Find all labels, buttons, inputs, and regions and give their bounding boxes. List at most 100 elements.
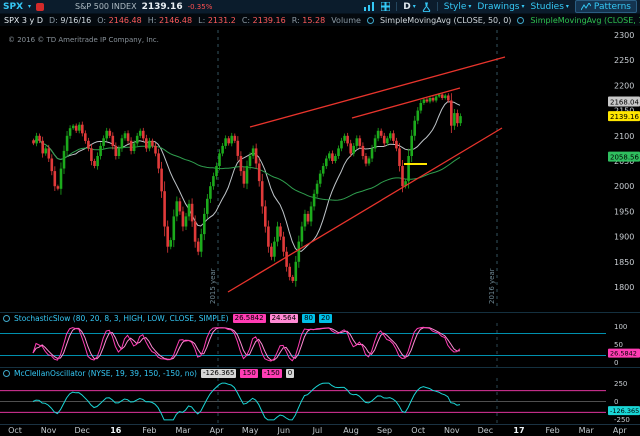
stochastic-study-label[interactable]: StochasticSlow (80, 20, 8, 3, HIGH, LOW,…	[14, 313, 229, 323]
price-change: -0.35%	[187, 2, 213, 11]
mcclellan-upper-badge: 150	[240, 368, 258, 378]
svg-text:1800: 1800	[614, 283, 634, 292]
svg-text:1900: 1900	[614, 233, 634, 242]
svg-text:2015 year: 2015 year	[209, 268, 217, 304]
timeframe-button[interactable]: D ▾	[403, 2, 416, 12]
year-marker-lines: 2015 year 2016 year	[209, 30, 498, 308]
chevron-down-icon: ▾	[521, 2, 525, 10]
time-axis-label: Mar	[578, 426, 594, 435]
chevron-down-icon[interactable]: ▾	[28, 2, 32, 10]
time-axis-label: Feb	[545, 426, 560, 435]
svg-text:0: 0	[614, 359, 618, 367]
svg-text:0: 0	[614, 398, 618, 406]
chevron-down-icon: ▾	[565, 2, 569, 10]
study-toggle-icon[interactable]	[3, 314, 10, 322]
svg-text:2016 year: 2016 year	[488, 268, 496, 304]
open-field-key: O:	[97, 15, 107, 25]
svg-text:250: 250	[614, 380, 627, 388]
studies-button[interactable]: Studies ▾	[531, 2, 569, 12]
mcclellan-panel-chart[interactable]: 250 0 -250-126.365	[0, 378, 640, 424]
svg-text:1850: 1850	[614, 258, 634, 267]
low-field-key: L:	[198, 15, 206, 25]
signal-icon[interactable]	[364, 2, 375, 11]
drawings-button[interactable]: Drawings ▾	[477, 2, 524, 12]
range-field-key: R:	[291, 15, 300, 25]
drawings-label: Drawings	[477, 1, 520, 12]
close-field-value: 2139.16	[252, 15, 286, 25]
stochastic-overbought-badge: 80	[302, 313, 315, 323]
study-toggle-icon[interactable]	[517, 16, 525, 24]
time-axis-label: Oct	[8, 426, 22, 435]
svg-text:1950: 1950	[614, 207, 634, 216]
mcclellan-panel-header: McClellanOscillator (NYSE, 19, 39, 150, …	[0, 367, 640, 378]
studies-label: Studies	[530, 1, 564, 12]
time-axis-label: Apr	[612, 426, 627, 435]
time-axis-label: Feb	[142, 426, 157, 435]
svg-text:-250: -250	[614, 416, 630, 424]
chevron-down-icon: ▾	[412, 2, 416, 10]
trendline[interactable]	[249, 56, 506, 128]
stochastic-panel-header: StochasticSlow (80, 20, 8, 3, HIGH, LOW,…	[0, 312, 640, 323]
sma100-study-label[interactable]: SimpleMovingAvg (CLOSE, 100,	[530, 15, 640, 25]
svg-text:2000: 2000	[614, 182, 634, 191]
svg-text:-126.365: -126.365	[610, 407, 639, 415]
mcclellan-line	[32, 382, 461, 421]
time-axis-label: Nov	[40, 426, 57, 435]
patterns-label: Patterns	[593, 1, 631, 12]
price-badge: 2058.56	[608, 151, 640, 162]
delayed-data-icon	[36, 2, 45, 11]
sma50-study-label[interactable]: SimpleMovingAvg (CLOSE, 50, 0)	[379, 15, 512, 25]
mcclellan-value-badge: -126.365	[200, 368, 237, 378]
time-axis-label: Apr	[209, 426, 224, 435]
mcclellan-value-badge: -126.365	[608, 406, 640, 416]
time-axis-label: Oct	[411, 426, 426, 435]
date-field-value: 9/16/16	[60, 15, 92, 25]
time-axis[interactable]: Oct Nov Dec 16 Feb Mar Apr May Jun Jul Aug Sep Oct No…	[0, 424, 640, 436]
patterns-button[interactable]: Patterns	[574, 0, 637, 13]
time-axis-label: Sep	[377, 426, 393, 435]
symbol-input[interactable]: SPX	[3, 1, 24, 12]
svg-text:2200: 2200	[614, 81, 634, 90]
study-toggle-icon[interactable]	[366, 16, 374, 24]
svg-text:26.5842: 26.5842	[610, 350, 637, 358]
style-button[interactable]: Style ▾	[444, 2, 472, 12]
date-field-key: D:	[49, 15, 58, 25]
high-field-key: H:	[147, 15, 157, 25]
mcclellan-study-label[interactable]: McClellanOscillator (NYSE, 19, 39, 150, …	[14, 368, 197, 378]
timeframe-label: D	[403, 1, 411, 12]
grid-icon[interactable]	[381, 2, 391, 11]
chart-symbol-timeframe[interactable]: SPX 3 y D	[4, 15, 43, 25]
svg-text:2300: 2300	[614, 31, 634, 40]
chart-info-row: SPX 3 y D D: 9/16/16 O: 2146.48 H: 2146.…	[0, 14, 640, 26]
last-price: 2139.16	[141, 1, 183, 12]
time-axis-label: Jul	[312, 426, 323, 435]
time-axis-label: Nov	[443, 426, 460, 435]
time-axis-label: 16	[110, 426, 122, 435]
svg-text:2168.04: 2168.04	[610, 99, 639, 107]
study-toggle-icon[interactable]	[3, 369, 10, 377]
high-field-value: 2146.48	[159, 15, 193, 25]
range-field-value: 15.28	[302, 15, 326, 25]
chevron-down-icon: ▾	[468, 2, 472, 10]
candles-layer	[32, 92, 462, 287]
flask-icon[interactable]	[422, 2, 431, 12]
svg-text:100: 100	[614, 323, 627, 331]
time-axis-label: Dec	[74, 426, 90, 435]
copyright-text: © 2016 © TD Ameritrade IP Company, Inc.	[8, 36, 159, 44]
toolbar-right-group: D ▾ Style ▾ Drawings ▾ Studies ▾	[364, 0, 637, 13]
trendline[interactable]	[227, 127, 503, 293]
mcclellan-lower-badge: -150	[261, 368, 282, 378]
stochastic-value-badge: 26.5842	[608, 348, 640, 358]
time-axis-label: Dec	[477, 426, 494, 435]
time-axis-label: Aug	[343, 426, 359, 435]
toolbar-divider	[396, 2, 398, 11]
chart-toolbar: SPX ▾ S&P 500 INDEX 2139.16 -0.35% D ▾ S…	[0, 0, 640, 14]
stochastic-panel-chart[interactable]: 100 50 026.5842	[0, 323, 640, 367]
trendline[interactable]	[351, 87, 461, 119]
time-axis-label: Mar	[175, 426, 191, 435]
svg-text:2058.56: 2058.56	[610, 154, 639, 162]
time-axis-label: 17	[513, 426, 525, 435]
price-badge: 2139.16	[608, 111, 640, 122]
